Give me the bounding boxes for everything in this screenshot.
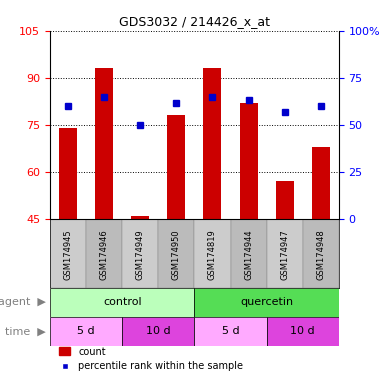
Title: GDS3032 / 214426_x_at: GDS3032 / 214426_x_at bbox=[119, 15, 270, 28]
Bar bbox=[194, 317, 266, 346]
Text: 10 d: 10 d bbox=[146, 326, 171, 336]
Text: quercetin: quercetin bbox=[240, 297, 293, 308]
Text: control: control bbox=[103, 297, 142, 308]
Text: GSM174948: GSM174948 bbox=[316, 229, 325, 280]
Bar bbox=[131, 216, 149, 219]
Bar bbox=[59, 128, 77, 219]
Text: time  ▶: time ▶ bbox=[5, 326, 46, 336]
Bar bbox=[50, 317, 122, 346]
Legend: count, percentile rank within the sample: count, percentile rank within the sample bbox=[55, 343, 247, 375]
Text: GSM174950: GSM174950 bbox=[172, 229, 181, 280]
Text: GSM174949: GSM174949 bbox=[136, 229, 145, 280]
Text: GSM174819: GSM174819 bbox=[208, 229, 217, 280]
Bar bbox=[122, 219, 158, 288]
Bar bbox=[167, 115, 186, 219]
Text: 10 d: 10 d bbox=[290, 326, 315, 336]
Text: 5 d: 5 d bbox=[222, 326, 239, 336]
Bar bbox=[239, 103, 258, 219]
Bar bbox=[86, 219, 122, 288]
Bar bbox=[50, 288, 194, 317]
Bar bbox=[95, 68, 113, 219]
Text: GSM174947: GSM174947 bbox=[280, 229, 289, 280]
Bar bbox=[203, 68, 221, 219]
Bar bbox=[50, 219, 86, 288]
Text: GSM174946: GSM174946 bbox=[100, 229, 109, 280]
Text: GSM174944: GSM174944 bbox=[244, 229, 253, 280]
Bar bbox=[276, 181, 294, 219]
Text: GSM174945: GSM174945 bbox=[64, 229, 73, 280]
Bar bbox=[231, 219, 266, 288]
Bar bbox=[312, 147, 330, 219]
Bar bbox=[158, 219, 194, 288]
Text: agent  ▶: agent ▶ bbox=[0, 297, 46, 308]
Bar bbox=[303, 219, 339, 288]
Bar bbox=[122, 317, 194, 346]
Text: 5 d: 5 d bbox=[77, 326, 95, 336]
Bar bbox=[266, 317, 339, 346]
Bar bbox=[266, 219, 303, 288]
Bar bbox=[194, 288, 339, 317]
Bar bbox=[194, 219, 231, 288]
